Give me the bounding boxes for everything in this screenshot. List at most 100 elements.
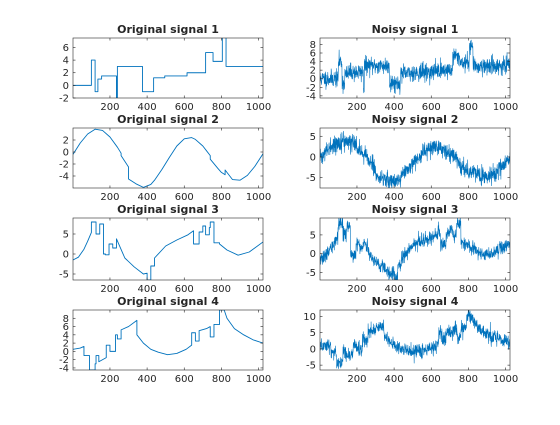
axes-frame	[319, 217, 511, 281]
subplot-title: Original signal 3	[117, 203, 219, 216]
y-tick-label: 8	[63, 314, 69, 325]
axes-background	[73, 38, 263, 98]
x-tick-label: 400	[385, 374, 404, 385]
x-tick-label: 400	[138, 284, 157, 295]
y-tick-label: 0	[63, 81, 69, 92]
y-tick-label: 5	[310, 328, 316, 339]
x-tick-label: 800	[212, 192, 231, 203]
noisy-signal-line	[320, 218, 510, 280]
y-tick-label: 0	[310, 74, 316, 85]
y-tick-label: 5	[310, 132, 316, 143]
y-tick-label: 4	[63, 56, 69, 67]
x-tick-label: 200	[347, 102, 366, 113]
y-tick-label: 0	[63, 250, 69, 261]
signal-line	[73, 310, 263, 370]
y-tick-label: -2	[59, 355, 69, 366]
x-tick-label: 200	[100, 284, 119, 295]
axes-frame	[319, 127, 511, 189]
y-tick-label: 6	[63, 43, 69, 54]
x-tick-label: 200	[347, 374, 366, 385]
axes-frame	[319, 309, 511, 371]
y-tick-label: 4	[310, 57, 316, 68]
y-tick-label: 6	[310, 49, 316, 60]
subplot-6: 200 400 600 800 1000 -5 0 5 Noisy signal 3	[306, 203, 518, 295]
x-tick-label: 600	[175, 102, 194, 113]
noisy-signal-line	[320, 39, 510, 95]
x-tick-label: 200	[347, 284, 366, 295]
x-tick-label: 1000	[493, 284, 518, 295]
y-tick-label: 6	[63, 322, 69, 333]
x-tick-label: 1000	[246, 192, 271, 203]
subplot-title: Noisy signal 2	[372, 113, 459, 126]
axes-frame	[72, 127, 264, 189]
subplot-title: Noisy signal 1	[372, 23, 459, 36]
x-tick-label: 1000	[493, 102, 518, 113]
x-tick-label: 200	[100, 374, 119, 385]
x-tick-label: 800	[459, 284, 478, 295]
y-tick-label: 2	[63, 136, 69, 147]
x-tick-label: 1000	[246, 284, 271, 295]
axes-background	[320, 218, 510, 280]
y-tick-label: -5	[59, 270, 69, 281]
x-tick-label: 800	[459, 102, 478, 113]
x-tick-label: 600	[422, 284, 441, 295]
x-tick-label: 600	[175, 374, 194, 385]
y-tick-label: -4	[59, 363, 69, 374]
subplot-8: 200 400 600 800 1000 -5 0 5 10 Noisy signal 4	[303, 295, 518, 385]
x-tick-label: 200	[100, 102, 119, 113]
x-tick-label: 800	[212, 102, 231, 113]
axes-frame	[72, 37, 264, 99]
x-tick-label: 1000	[493, 192, 518, 203]
x-tick-label: 400	[138, 192, 157, 203]
x-tick-label: 400	[138, 374, 157, 385]
y-tick-label: -5	[306, 268, 316, 279]
subplot-title: Original signal 4	[117, 295, 219, 308]
x-tick-label: 800	[212, 284, 231, 295]
x-tick-label: 200	[100, 192, 119, 203]
y-tick-label: -5	[306, 173, 316, 184]
subplot-4: 200 400 600 800 1000 -5 0 5 Noisy signal 2	[306, 113, 518, 203]
x-tick-label: 600	[175, 284, 194, 295]
subplot-5: 200 400 600 800 1000 -5 0 5 Original signal 3	[59, 203, 271, 295]
x-tick-label: 1000	[246, 374, 271, 385]
x-tick-label: 800	[459, 374, 478, 385]
y-tick-label: 5	[63, 230, 69, 241]
x-tick-label: 400	[138, 102, 157, 113]
axes-frame	[72, 309, 264, 371]
y-tick-label: 0	[310, 344, 316, 355]
x-tick-label: 600	[422, 374, 441, 385]
subplot-title: Original signal 1	[117, 23, 219, 36]
x-tick-label: 800	[212, 374, 231, 385]
noisy-signal-line	[320, 130, 510, 188]
x-tick-label: 600	[175, 192, 194, 203]
axes-frame	[319, 37, 511, 99]
y-tick-label: 0	[63, 148, 69, 159]
subplot-title: Original signal 2	[117, 113, 219, 126]
subplot-3: 200 400 600 800 1000 -4-202 Original signal 2	[59, 113, 271, 203]
axes-background	[73, 310, 263, 370]
y-tick-label: 2	[63, 68, 69, 79]
y-tick-label: 2	[310, 66, 316, 77]
y-tick-label: -2	[306, 83, 316, 94]
y-tick-label: -4	[59, 172, 69, 183]
axes-frame	[72, 217, 264, 281]
x-tick-label: 200	[347, 192, 366, 203]
x-tick-label: 1000	[246, 102, 271, 113]
y-tick-label: 0	[310, 152, 316, 163]
y-tick-label: -4	[306, 91, 316, 102]
x-tick-label: 600	[422, 102, 441, 113]
x-tick-label: 600	[422, 192, 441, 203]
signal-line	[73, 128, 263, 188]
noisy-signal-line	[320, 310, 510, 369]
subplot-1: 200 400 600 800 1000 -2 0 24 6 Original signal 1	[59, 23, 271, 113]
x-tick-label: 400	[385, 102, 404, 113]
y-tick-label: 4	[63, 330, 69, 341]
x-tick-label: 400	[385, 192, 404, 203]
x-tick-label: 400	[385, 284, 404, 295]
axes-background	[320, 310, 510, 370]
y-tick-label: 5	[310, 230, 316, 241]
y-tick-label: 8	[310, 40, 316, 51]
x-tick-label: 800	[459, 192, 478, 203]
